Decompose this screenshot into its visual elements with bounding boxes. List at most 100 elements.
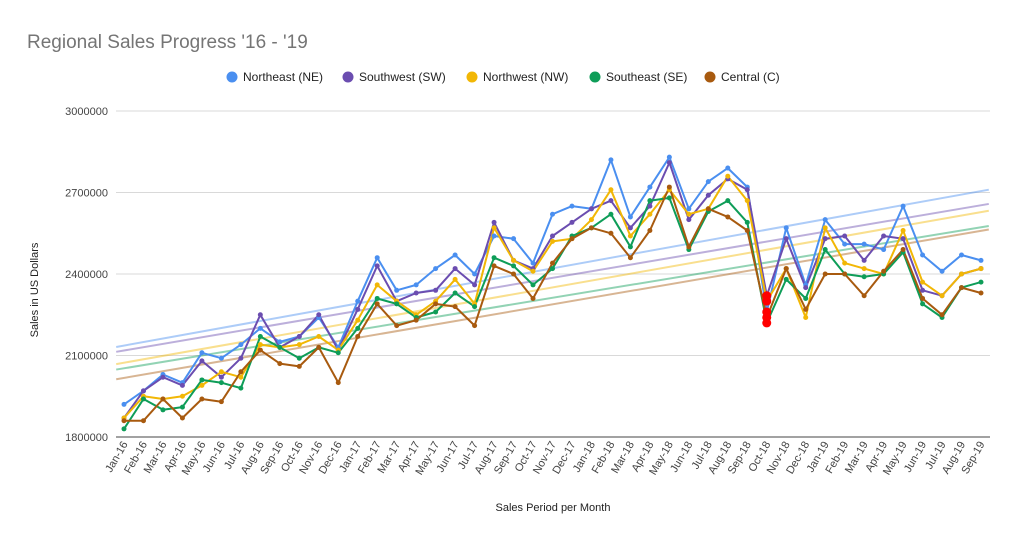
data-point: [588, 206, 594, 212]
legend-marker: [704, 71, 716, 83]
data-point: [959, 252, 965, 258]
data-point: [647, 211, 653, 217]
data-point: [686, 211, 692, 217]
data-point: [374, 255, 380, 261]
data-point: [257, 312, 263, 318]
data-point: [822, 236, 828, 242]
data-point: [374, 282, 380, 288]
data-point: [413, 317, 419, 323]
data-point: [588, 225, 594, 231]
data-point: [608, 157, 614, 163]
data-point: [861, 257, 867, 263]
data-point: [179, 382, 185, 388]
data-point: [939, 312, 945, 318]
x-axis-label: Sales Period per Month: [496, 502, 611, 514]
data-point: [199, 377, 205, 383]
data-point: [316, 344, 322, 350]
data-point: [627, 244, 633, 250]
data-point: [316, 312, 322, 318]
data-point: [218, 380, 224, 386]
data-point: [199, 350, 205, 356]
data-point: [666, 154, 672, 160]
data-point: [316, 333, 322, 339]
data-point: [920, 295, 926, 301]
data-point: [257, 333, 263, 339]
data-point: [394, 323, 400, 329]
data-point: [588, 217, 594, 223]
data-point: [569, 219, 575, 225]
data-point: [686, 217, 692, 223]
data-point: [550, 238, 555, 244]
highlight-point: [762, 296, 772, 306]
data-point: [881, 268, 887, 274]
data-point: [978, 290, 984, 296]
data-point: [783, 236, 789, 242]
data-point: [900, 236, 906, 242]
data-point: [491, 255, 497, 261]
data-point: [511, 257, 517, 263]
legend-marker: [589, 71, 601, 83]
data-point: [179, 415, 185, 421]
data-point: [452, 266, 458, 272]
data-point: [705, 192, 711, 198]
data-point: [218, 374, 224, 380]
data-point: [881, 233, 887, 239]
data-point: [550, 233, 555, 239]
data-point: [842, 271, 848, 277]
data-point: [257, 347, 263, 353]
data-point: [666, 160, 672, 166]
data-point: [920, 252, 926, 258]
data-point: [783, 266, 789, 272]
data-point: [803, 314, 809, 320]
data-point: [861, 266, 867, 272]
data-point: [920, 287, 926, 293]
y-tick-label: 2100000: [65, 351, 108, 363]
data-point: [355, 306, 361, 312]
legend-label: Southeast (SE): [606, 70, 687, 84]
data-point: [296, 333, 302, 339]
data-point: [569, 203, 575, 209]
data-point: [140, 396, 146, 402]
data-point: [160, 396, 166, 402]
data-point: [257, 342, 263, 348]
data-point: [725, 165, 731, 171]
data-point: [705, 179, 711, 185]
data-point: [920, 279, 926, 285]
data-point: [861, 293, 867, 299]
grid: [116, 110, 990, 438]
data-point: [472, 323, 478, 329]
data-point: [744, 198, 750, 204]
data-point: [335, 350, 341, 356]
data-point: [608, 230, 614, 236]
data-point: [296, 363, 302, 369]
data-point: [861, 241, 867, 247]
data-point: [433, 266, 439, 272]
y-tick-label: 1800000: [65, 432, 108, 444]
data-point: [238, 369, 244, 375]
y-tick-label: 3000000: [65, 106, 108, 118]
data-point: [160, 407, 166, 413]
data-point: [530, 260, 536, 266]
y-tick-label: 2400000: [65, 269, 108, 281]
data-point: [822, 225, 828, 231]
data-point: [900, 247, 906, 253]
data-point: [803, 306, 809, 312]
data-point: [374, 295, 380, 301]
highlight-point: [762, 312, 772, 322]
data-point: [472, 304, 478, 310]
data-point: [842, 241, 848, 247]
data-point: [608, 187, 614, 193]
chart-title: Regional Sales Progress '16 - '19: [27, 32, 308, 53]
legend-marker: [466, 71, 478, 83]
data-point: [218, 369, 224, 375]
data-point: [433, 301, 439, 307]
data-point: [803, 285, 809, 291]
data-point: [666, 184, 672, 190]
data-point: [491, 219, 497, 225]
data-point: [238, 385, 244, 391]
data-point: [355, 325, 361, 331]
data-point: [374, 301, 380, 307]
data-point: [452, 304, 458, 310]
data-point: [277, 339, 283, 345]
y-axis-ticks: 3000000 2700000 2400000 2100000 1800000: [65, 106, 108, 444]
